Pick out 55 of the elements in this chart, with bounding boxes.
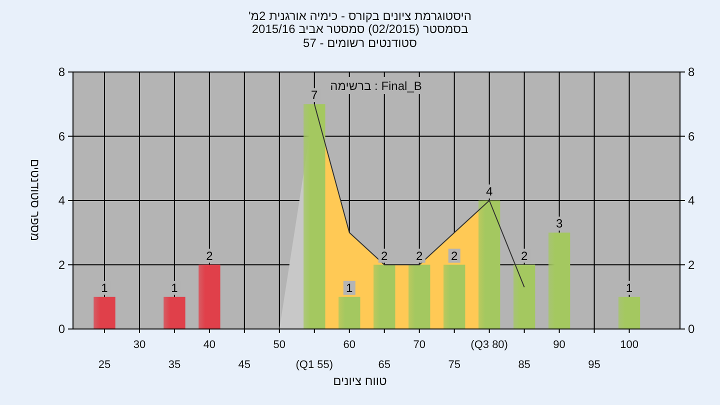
x-tick-label: 30 (133, 339, 146, 351)
x-tick-label: 60 (343, 339, 356, 351)
bar (94, 296, 116, 329)
x-tick-label: 70 (413, 339, 426, 351)
bar (408, 264, 430, 329)
bar (618, 296, 640, 329)
y-axis-title: מספר סטודנטים (28, 158, 42, 242)
y-tick-label: 4 (58, 194, 66, 208)
bar (374, 264, 396, 329)
x-tick-label: 35 (168, 359, 181, 371)
data-label: 2 (451, 248, 458, 263)
data-label: 2 (520, 248, 528, 263)
x-tick-label: 65 (378, 359, 390, 371)
x-tick-label: 40 (203, 339, 216, 351)
data-label: 4 (486, 184, 493, 198)
data-label: 1 (626, 280, 633, 295)
x-tick-label: 25 (98, 359, 111, 371)
annotation: ברשימה : Final_B (330, 79, 422, 93)
y-tick-label: 8 (58, 65, 66, 79)
y-tick-label: 6 (58, 129, 66, 144)
x-tick-label: 90 (553, 339, 566, 351)
data-label: 1 (101, 280, 108, 295)
bar (548, 232, 570, 329)
x-tick-label: (Q1 55) (296, 359, 334, 371)
x-tick-label: 95 (588, 359, 600, 371)
bar (338, 296, 360, 329)
x-tick-label: 100 (620, 339, 638, 351)
y2-tick-label: 8 (688, 65, 695, 79)
bar (513, 264, 536, 329)
bar (164, 296, 186, 329)
data-label: 2 (416, 248, 424, 263)
chart-subtitle: בסמסטר (02/2015) סמסטר אביב 2015/16 (252, 22, 468, 36)
x-tick-label: 50 (273, 339, 286, 351)
y-tick-label: 2 (58, 258, 66, 272)
data-label: 1 (346, 280, 354, 295)
bar (198, 264, 220, 329)
y2-tick-label: 0 (688, 322, 695, 336)
y2-tick-label: 2 (688, 258, 695, 272)
data-label: 3 (556, 216, 563, 231)
x-tick-label: (Q3 80) (470, 339, 508, 351)
x-axis-title: טווח ציונים (333, 374, 388, 388)
y2-tick-label: 4 (688, 194, 695, 208)
data-label: 2 (381, 248, 388, 263)
chart-title: היסטוגרמת ציונים בקורס - כימיה אורגנית 2מ' (248, 9, 472, 23)
data-label: 7 (311, 88, 318, 102)
y-tick-label: 0 (58, 322, 66, 336)
y2-tick-label: 6 (688, 129, 695, 144)
bar (478, 200, 500, 329)
x-tick-label: 75 (448, 359, 460, 371)
x-tick-label: 45 (238, 359, 251, 371)
text: סטודנטים רשומים - 57 (303, 36, 418, 50)
data-label: 1 (171, 280, 178, 295)
data-label: 2 (206, 248, 214, 263)
x-tick-label: 85 (518, 359, 530, 371)
bar (443, 264, 466, 329)
